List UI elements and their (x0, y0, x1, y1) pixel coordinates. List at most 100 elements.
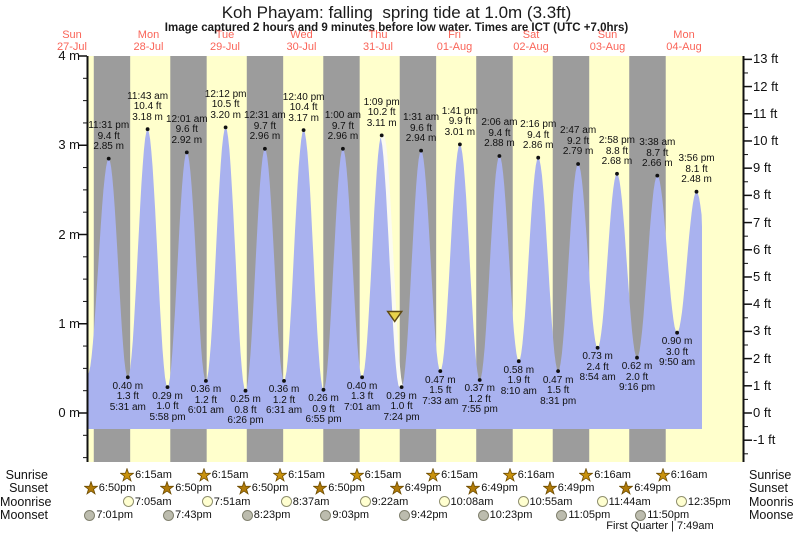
sunset-star-icon (236, 481, 251, 495)
tide-label-line: 3.20 m (210, 109, 241, 121)
sunrise-time: 6:15am (364, 469, 402, 481)
high-tide-label: 2:16 pm 9.4 ft 2.86 m (503, 120, 573, 152)
high-tide-label: 1:41 pm 9.9 ft 3.01 m (425, 106, 495, 139)
tide-label-line: 7:24 pm (383, 411, 420, 423)
day-label: Thu 31-Jul (340, 29, 416, 53)
low-tide-label: 0.25 m 0.8 ft 6:26 pm (211, 395, 281, 427)
tide-label-line: 6:01 am (187, 405, 224, 417)
tide-label-line: 8.1 ft (685, 163, 708, 175)
sunset-star-icon (466, 481, 481, 495)
sunrise-time: 6:16am (594, 469, 631, 481)
tide-label-line: 0.29 m (386, 390, 417, 402)
tide-label-line: 2.0 ft (625, 371, 649, 383)
tide-label-line: 9.4 ft (97, 130, 120, 142)
moonrise-circle-icon (201, 496, 213, 507)
sunset-star-icon (83, 481, 98, 495)
high-tide-dot (223, 125, 228, 130)
tide-label-line: 12:12 pm (204, 88, 247, 100)
tide-label-line: 11:43 am (127, 90, 169, 102)
tide-label-line: 2.92 m (171, 134, 203, 146)
low-tide-label: 0.29 m 1.0 ft 7:24 pm (367, 390, 437, 424)
sunset-entry: 6:50pm (313, 481, 365, 496)
tide-label-line: 10.4 ft (133, 101, 162, 113)
tide-label-line: 0.47 m (542, 374, 574, 386)
tide-label-line: 2:16 pm (520, 119, 557, 131)
day-weekday: Wed (290, 29, 313, 41)
tide-label-line: 9:16 pm (618, 382, 656, 394)
right-axis-tick-label: 5 ft (753, 268, 772, 284)
day-label: Mon 28-Jul (111, 29, 187, 53)
sunset-time: 6:50pm (328, 482, 365, 494)
low-tide-dot (635, 355, 639, 360)
moonrise-circle-icon (359, 496, 371, 507)
high-tide-label: 3:38 am 8.7 ft 2.66 m (622, 138, 692, 170)
right-axis-tick-label: 3 ft (753, 323, 772, 339)
tide-label-line: 2.4 ft (586, 361, 609, 373)
moonrise-circle-icon (596, 496, 608, 507)
sunset-time: 6:50pm (175, 482, 212, 494)
sunrise-time: 6:15am (441, 469, 478, 481)
tide-label-line: 0.8 ft (234, 404, 257, 416)
sunset-star-icon (389, 481, 404, 495)
tide-label-line: 10.4 ft (289, 102, 318, 114)
moonset-circle-icon (84, 509, 96, 521)
high-tide-label: 11:43 am 10.4 ft 3.18 m (113, 90, 183, 124)
tide-label-line: 1.3 ft (350, 391, 374, 403)
right-axis-tick-label: 13 ft (753, 51, 779, 67)
sunrise-time: 6:15am (288, 469, 325, 481)
current-time-marker (386, 310, 404, 323)
tide-label-line: 8.7 ft (646, 147, 669, 159)
high-tide-dot (419, 148, 423, 153)
sunset-time: 6:50pm (98, 482, 136, 494)
tide-label-line: 1.5 ft (429, 385, 452, 397)
low-tide-dot (438, 369, 443, 373)
tide-label-line: 9.7 ft (331, 120, 355, 132)
tide-label-line: 5:31 am (109, 401, 146, 413)
tide-label-line: 0.40 m (112, 380, 144, 392)
sunrise-time: 6:15am (135, 469, 172, 481)
right-axis-tick-label: 1 ft (753, 377, 772, 393)
low-tide-label: 0.26 m 0.9 ft 6:55 pm (289, 394, 359, 426)
tide-label-line: 0.47 m (425, 374, 456, 386)
day-date: 27-Jul (57, 41, 87, 53)
tide-label-line: 9.6 ft (409, 122, 433, 134)
moonrise-time: 9:22am (371, 495, 409, 508)
tide-label-line: 8.8 ft (605, 145, 629, 157)
sunset-entry: 6:50pm (236, 481, 289, 496)
tide-label-line: 9.4 ft (488, 127, 511, 139)
tide-label-line: 2.88 m (484, 138, 515, 150)
low-tide-label: 0.36 m 1.2 ft 6:01 am (171, 385, 241, 417)
high-tide-label: 1:31 am 9.6 ft 2.94 m (386, 113, 456, 145)
tide-label-line: 2.85 m (93, 141, 124, 153)
tide-label-line: 8:54 am (579, 372, 616, 384)
tide-label-line: 0.90 m (661, 336, 693, 348)
sunset-star-icon (542, 481, 557, 495)
tide-label-line: 9.9 ft (448, 116, 471, 128)
day-date: 01-Aug (436, 41, 473, 53)
high-tide-label: 12:12 pm 10.5 ft 3.20 m (191, 88, 261, 122)
tide-label-line: 1.5 ft (547, 385, 570, 397)
tide-label-line: 0.36 m (190, 384, 222, 396)
sunset-time: 6:50pm (251, 482, 289, 494)
tide-label-line: 11:31 pm (88, 120, 130, 132)
tide-label-line: 2.86 m (522, 140, 554, 152)
moonset-time: 11:05pm (568, 509, 611, 521)
moonrise-entry: 12:35pm (675, 494, 731, 509)
moonrise-entry: 11:44am (596, 494, 651, 509)
day-weekday: Sat (522, 29, 540, 41)
tide-label-line: 3:38 am (639, 137, 676, 149)
high-tide-label: 2:06 am 9.4 ft 2.88 m (464, 118, 534, 150)
tide-label-line: 12:40 pm (282, 91, 325, 103)
tide-label-line: 8:31 pm (540, 395, 577, 407)
sunrise-row-label-right: Sunrise (749, 468, 792, 482)
left-axis-tick-label: 2 m (58, 226, 80, 242)
moonset-entry: 11:50pm (635, 508, 689, 523)
tide-label-line: 0.73 m (582, 351, 613, 363)
high-tide-dot (341, 146, 345, 151)
high-tide-label: 12:40 pm 10.4 ft 3.17 m (269, 91, 339, 125)
tide-label-line: 9.6 ft (175, 124, 198, 136)
sunrise-star-icon (120, 468, 135, 482)
tide-label-line: 1.9 ft (507, 375, 530, 387)
moonset-circle-icon (398, 509, 410, 521)
moonset-row-label-right: Moonset (749, 508, 793, 522)
